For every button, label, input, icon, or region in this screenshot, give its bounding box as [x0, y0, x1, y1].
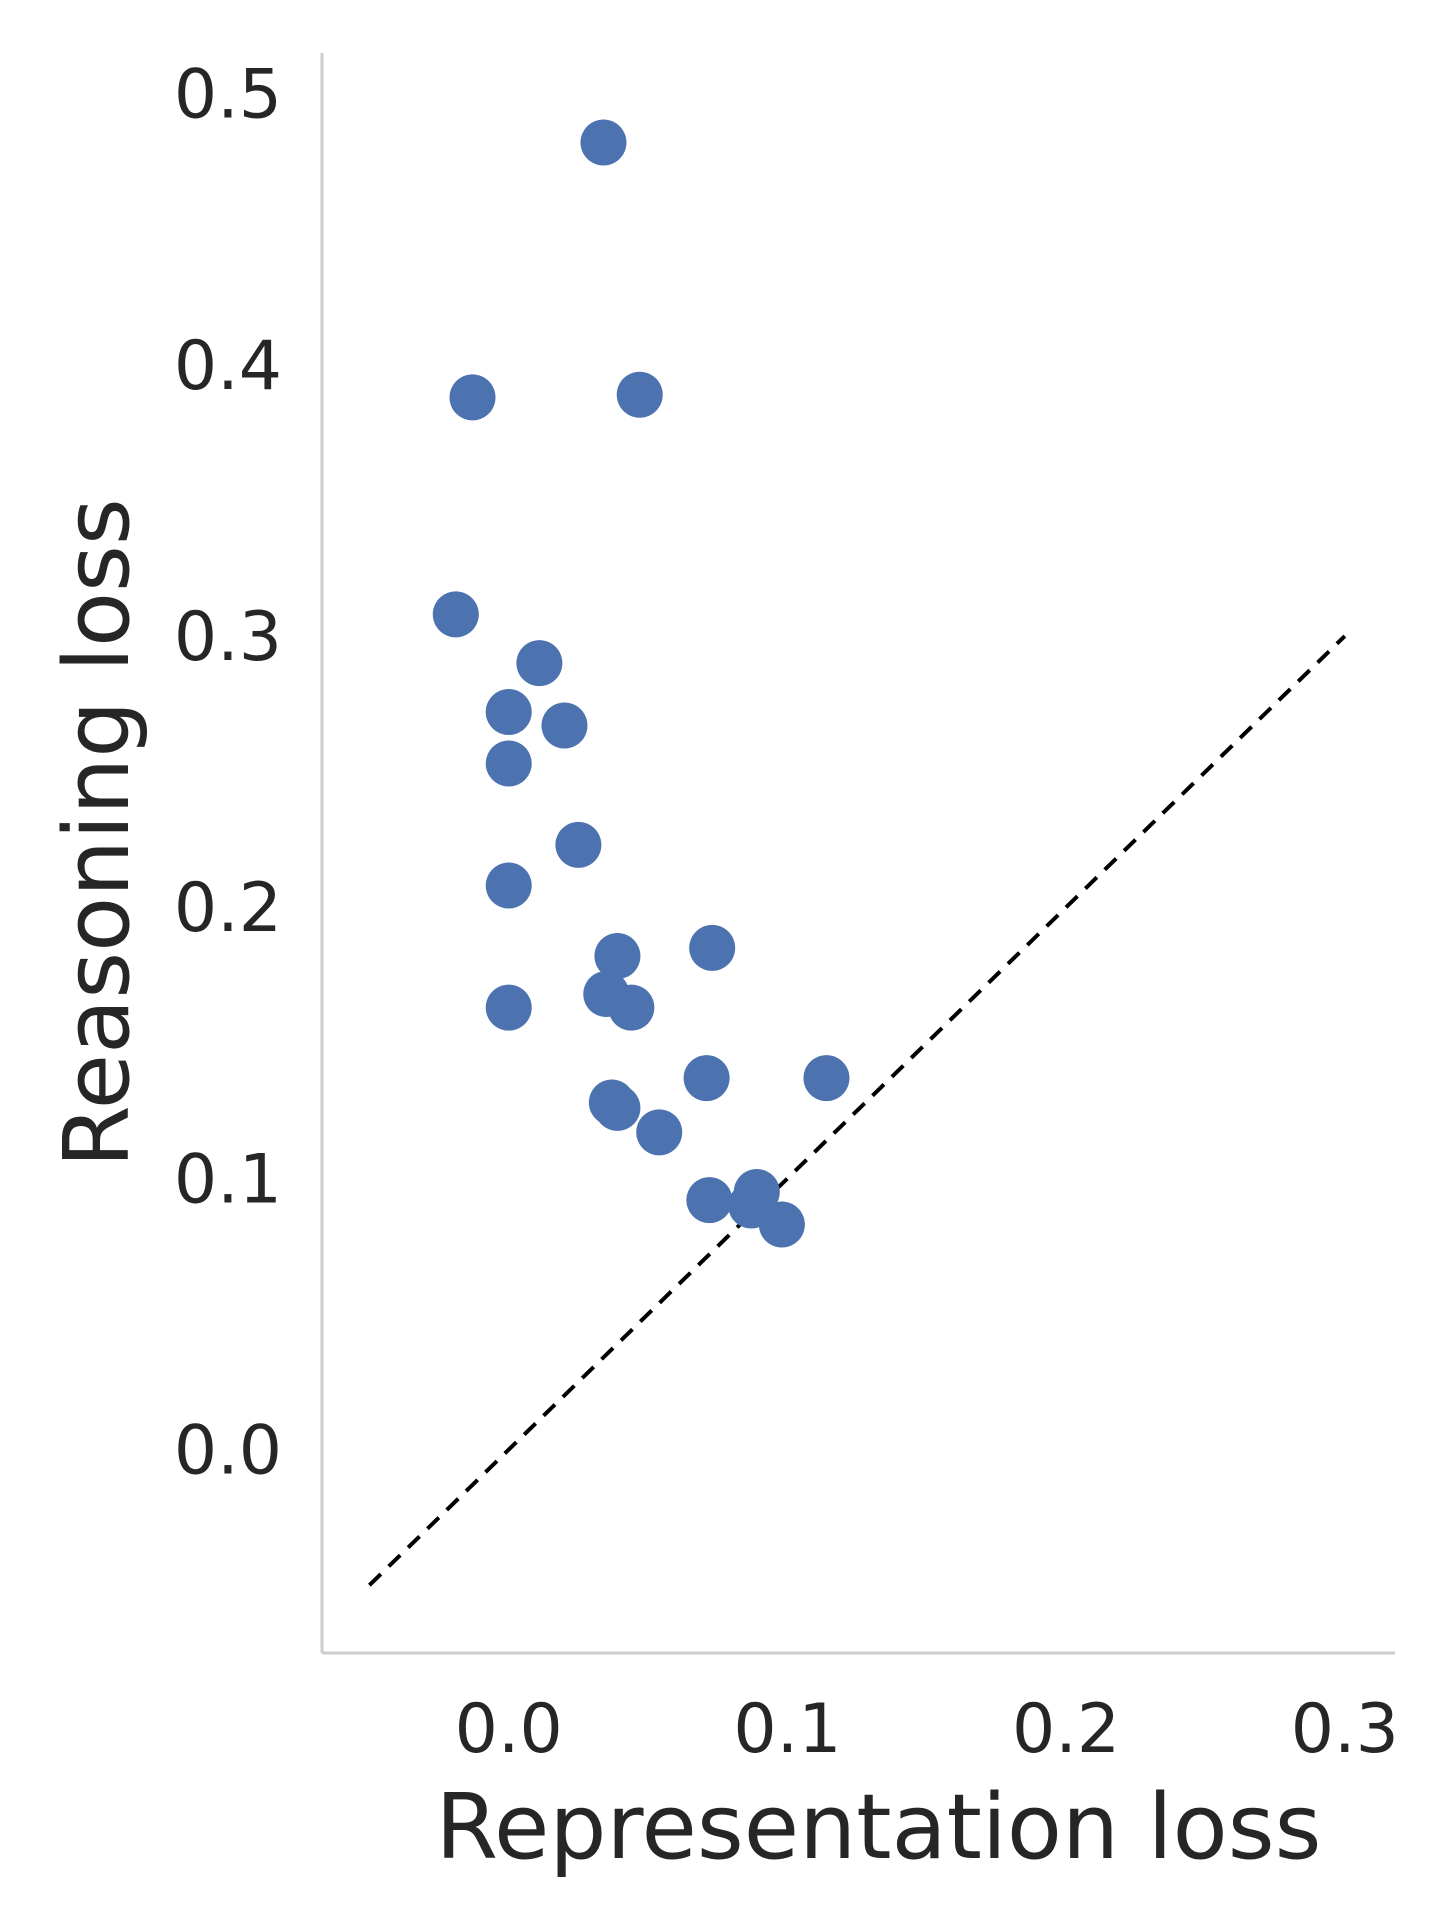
data-point	[594, 933, 641, 980]
y-tick-label: 0.2	[174, 869, 282, 948]
data-points	[432, 119, 850, 1248]
y-tick-label: 0.4	[174, 327, 282, 406]
x-tick-label: 0.3	[1291, 1690, 1399, 1769]
data-point	[555, 821, 602, 868]
data-point	[758, 1201, 805, 1248]
x-tick-label: 0.2	[1012, 1690, 1120, 1769]
y-tick-labels: 0.0 0.1 0.2 0.3 0.4 0.5	[174, 56, 282, 1491]
data-point	[686, 1177, 733, 1224]
data-point	[485, 984, 532, 1031]
data-point	[516, 640, 563, 687]
data-point	[432, 591, 479, 638]
data-point	[616, 371, 663, 418]
data-point	[683, 1055, 730, 1102]
data-point	[608, 984, 655, 1031]
y-tick-label: 0.1	[174, 1140, 282, 1219]
data-point	[689, 924, 736, 971]
data-point	[636, 1109, 683, 1156]
data-point	[449, 374, 496, 421]
y-tick-label: 0.3	[174, 598, 282, 677]
data-point	[580, 119, 627, 166]
x-tick-label: 0.1	[733, 1690, 841, 1769]
y-tick-label: 0.0	[174, 1412, 282, 1491]
x-axis-title: Representation loss	[436, 1775, 1322, 1880]
data-point	[594, 1084, 641, 1131]
data-point	[485, 862, 532, 909]
identity-reference-line	[367, 634, 1347, 1587]
axes	[320, 53, 1395, 1655]
y-tick-label: 0.5	[174, 56, 282, 135]
x-tick-labels: 0.0 0.1 0.2 0.3	[455, 1690, 1399, 1769]
data-point	[485, 740, 532, 787]
y-axis-title: Reasoning loss	[45, 498, 150, 1168]
data-point	[485, 688, 532, 735]
data-point	[803, 1055, 850, 1102]
data-point	[541, 702, 588, 749]
x-tick-label: 0.0	[455, 1690, 563, 1769]
